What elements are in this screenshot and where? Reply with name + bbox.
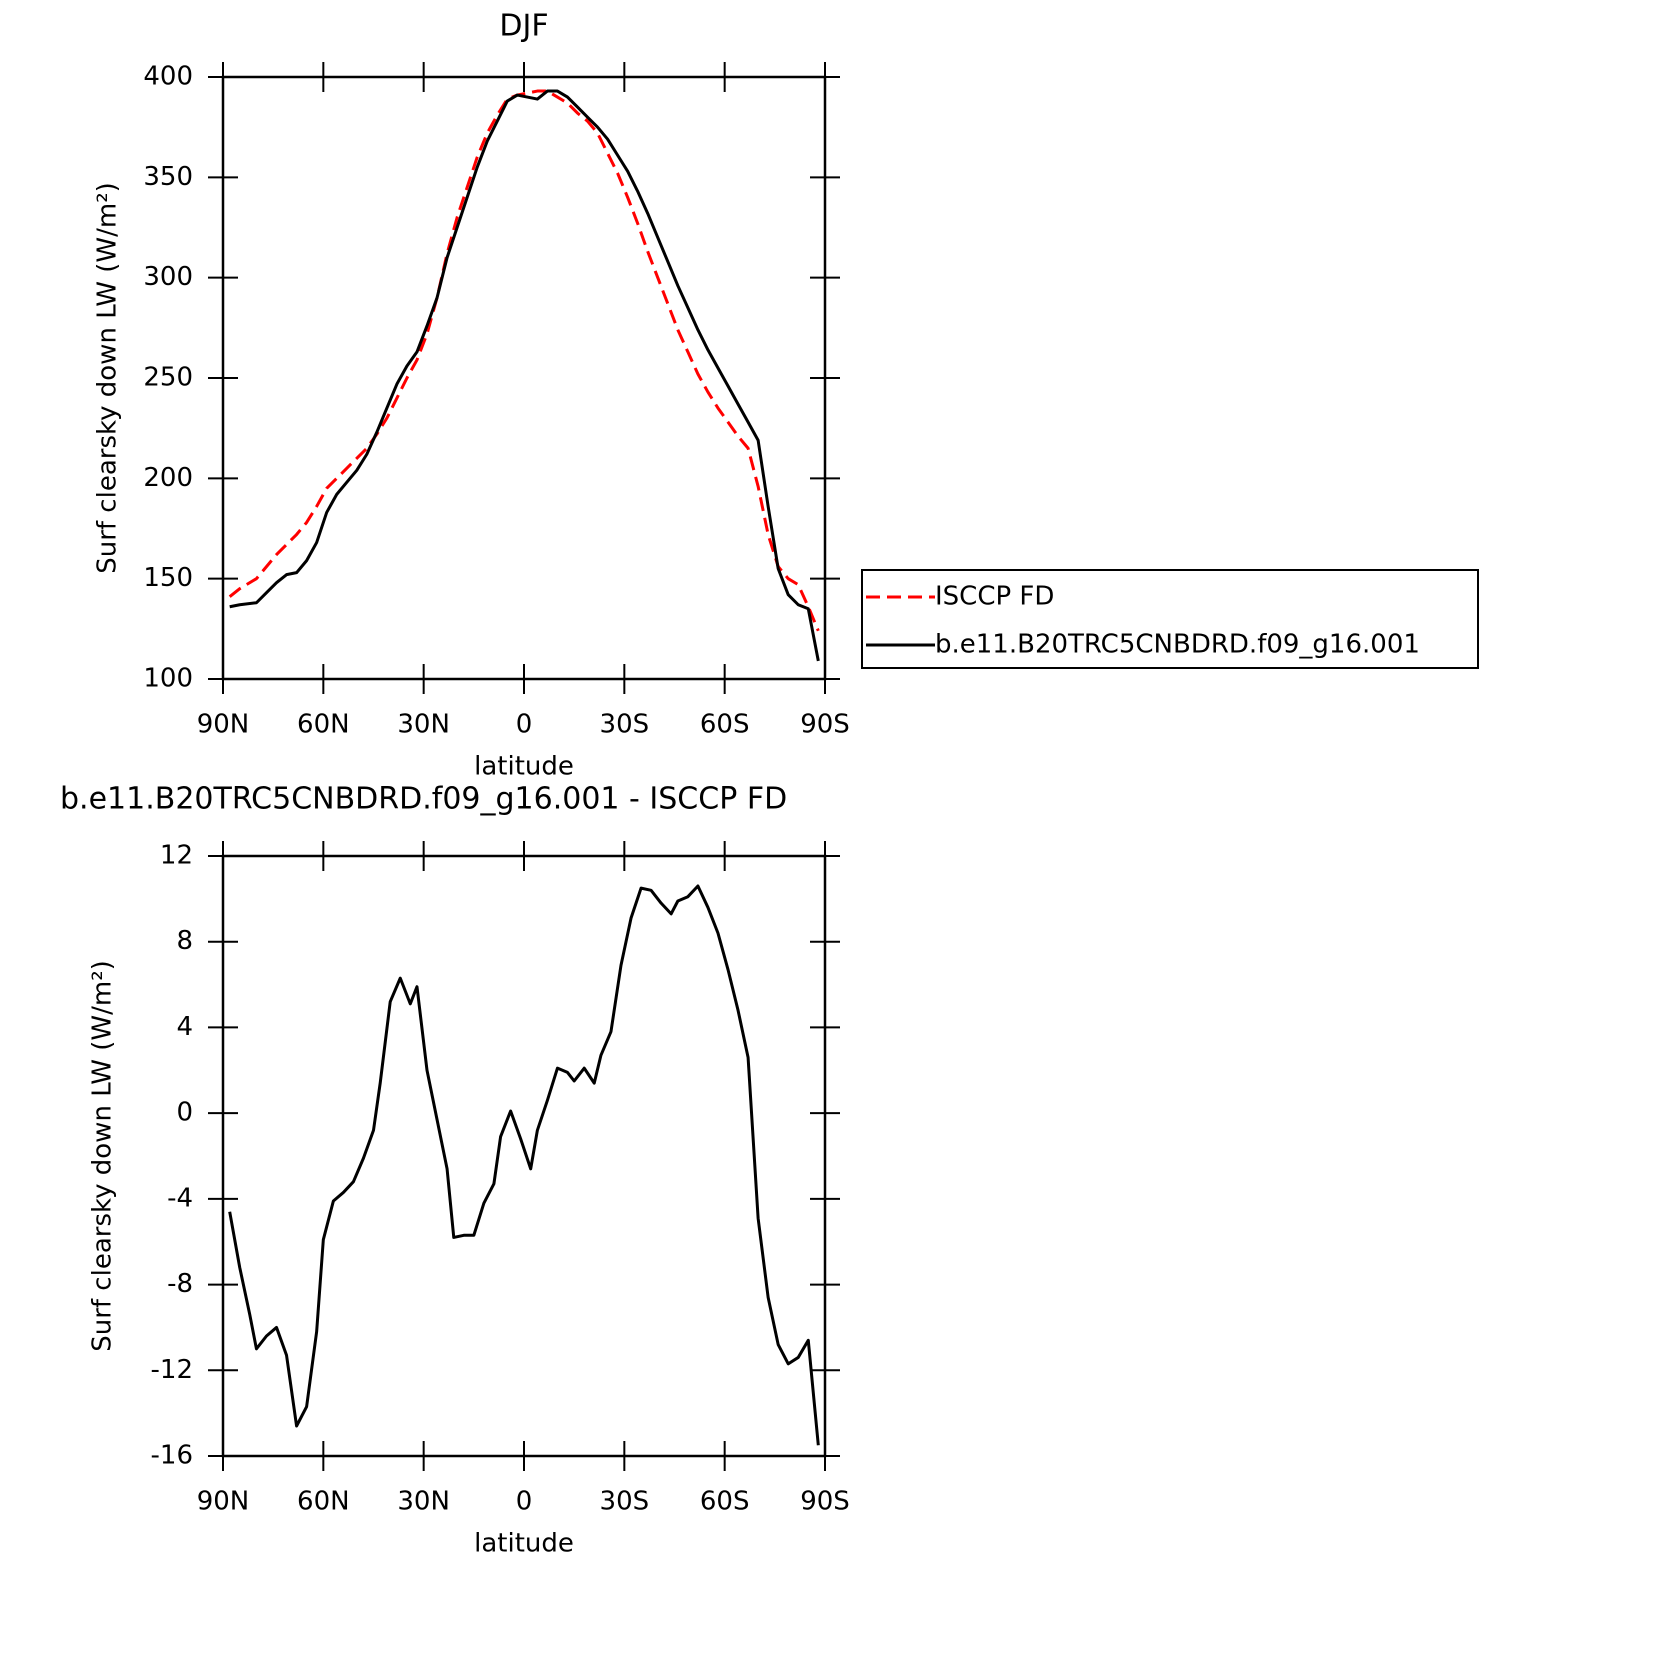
x-tick-label: 60S (700, 1487, 750, 1517)
x-tick-label: 30N (397, 710, 450, 740)
x-tick-label: 90N (197, 1487, 250, 1517)
x-tick-label: 0 (516, 710, 533, 740)
y-tick-label: 200 (143, 463, 193, 493)
y-tick-label: 400 (143, 62, 193, 92)
chart-title: DJF (499, 9, 548, 44)
x-tick-label: 60N (297, 1487, 350, 1517)
legend-label: ISCCP FD (935, 582, 1054, 612)
y-tick-label: 300 (143, 262, 193, 292)
x-tick-label: 0 (516, 1487, 533, 1517)
legend-box (861, 569, 1479, 669)
y-tick-label: -12 (151, 1355, 193, 1385)
y-tick-label: 4 (176, 1012, 193, 1042)
series-line (228, 89, 820, 632)
x-axis-label: latitude (474, 752, 574, 782)
y-tick-label: 250 (143, 363, 193, 393)
y-axis-label: Surf clearsky down LW (W/m²) (88, 960, 118, 1352)
y-tick-label: -16 (151, 1441, 193, 1471)
x-tick-label: 90S (800, 710, 850, 740)
y-tick-label: 0 (176, 1098, 193, 1128)
x-tick-label: 30N (397, 1487, 450, 1517)
legend-label: b.e11.B20TRC5CNBDRD.f09_g16.001 (935, 630, 1420, 660)
chart-title: b.e11.B20TRC5CNBDRD.f09_g16.001 - ISCCP … (60, 782, 787, 817)
x-tick-label: 30S (600, 710, 650, 740)
y-axis-label: Surf clearsky down LW (W/m²) (93, 182, 123, 574)
y-tick-label: 150 (143, 563, 193, 593)
y-tick-label: 350 (143, 162, 193, 192)
y-tick-label: 8 (176, 926, 193, 956)
x-tick-label: 90S (800, 1487, 850, 1517)
y-tick-label: -4 (167, 1183, 193, 1213)
y-tick-label: -8 (167, 1269, 193, 1299)
x-tick-label: 30S (600, 1487, 650, 1517)
x-tick-label: 60S (700, 710, 750, 740)
series-line (228, 884, 820, 1446)
x-tick-label: 90N (197, 710, 250, 740)
y-tick-label: 100 (143, 664, 193, 694)
y-tick-label: 12 (160, 841, 193, 871)
x-tick-label: 60N (297, 710, 350, 740)
x-axis-label: latitude (474, 1529, 574, 1559)
series-line (229, 89, 820, 662)
